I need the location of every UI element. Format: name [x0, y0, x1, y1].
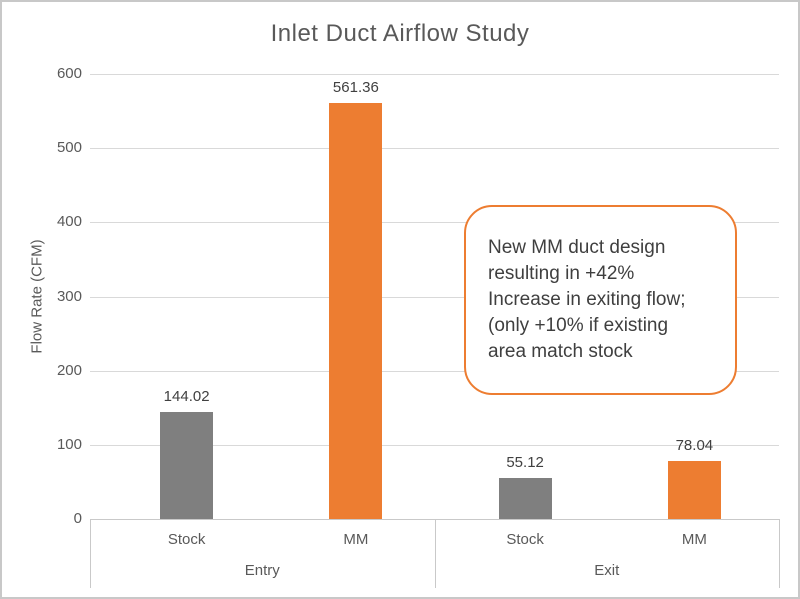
gridline	[90, 370, 779, 372]
chart-title: Inlet Duct Airflow Study	[270, 20, 530, 47]
y-tick-label: 100	[56, 435, 82, 453]
bar-exit-stock	[498, 478, 552, 519]
annotation-line: (only +10% if existing	[488, 315, 669, 336]
gridline	[90, 222, 779, 224]
category-label-mm: MM	[343, 531, 369, 548]
axis-divider	[90, 519, 91, 588]
annotation-line: New MM duct design	[488, 237, 666, 258]
category-label-stock: Stock	[506, 531, 544, 548]
gridline	[90, 74, 779, 75]
gridline	[90, 148, 779, 150]
annotation-line: resulting in +42%	[488, 263, 635, 284]
bar-value-label: 78.04	[675, 437, 714, 455]
bar-value-label: 144.02	[163, 388, 210, 406]
category-label-mm: MM	[681, 531, 707, 548]
bar-value-label: 561.36	[332, 78, 379, 96]
bar-value-label: 55.12	[506, 454, 544, 472]
bar-entry-stock	[160, 412, 214, 519]
y-tick-label: 200	[56, 361, 82, 379]
group-label-entry: Entry	[244, 562, 280, 579]
y-tick-label: 300	[56, 287, 82, 305]
y-tick-label: 0	[73, 510, 82, 527]
y-tick-label: 600	[56, 65, 82, 82]
y-tick-label: 500	[56, 139, 82, 157]
annotation-callout: New MM duct design resulting in +42% Inc…	[464, 205, 737, 395]
annotation-line: area match stock	[488, 341, 633, 362]
bar-exit-mm	[667, 461, 721, 519]
category-label-stock: Stock	[167, 531, 206, 548]
gridline	[90, 444, 779, 446]
axis-divider	[779, 519, 780, 588]
annotation-line: Increase in exiting flow;	[488, 289, 686, 310]
bar-entry-mm	[329, 102, 383, 519]
axis-divider	[434, 519, 436, 588]
y-tick-label: 400	[56, 213, 82, 231]
group-label-exit: Exit	[594, 562, 620, 579]
gridline	[90, 296, 779, 298]
